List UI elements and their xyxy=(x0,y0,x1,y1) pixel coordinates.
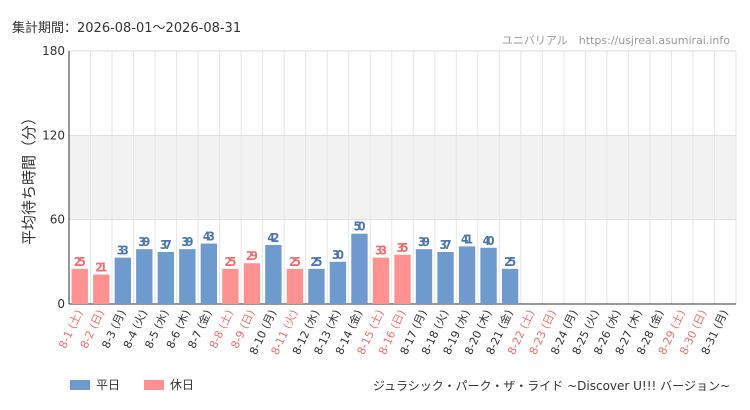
data-label: 25 xyxy=(289,255,301,269)
bar xyxy=(437,251,454,304)
attraction-name: ジュラシック・パーク・ザ・ライド ~Discover U!!! バージョン~ xyxy=(372,379,730,393)
bar xyxy=(93,274,110,304)
legend-item-weekday: 平日 xyxy=(70,376,120,393)
data-label: 21 xyxy=(95,260,107,274)
y-tick-label: 60 xyxy=(50,213,65,227)
holiday-swatch xyxy=(144,379,165,390)
data-label: 40 xyxy=(483,234,495,248)
data-label: 41 xyxy=(461,232,473,246)
bar xyxy=(179,249,196,304)
data-label: 33 xyxy=(117,244,129,258)
band-60-120 xyxy=(69,135,736,220)
data-label: 43 xyxy=(203,230,215,244)
bar xyxy=(157,251,174,304)
data-label: 37 xyxy=(440,238,452,252)
bar xyxy=(458,246,476,304)
data-label: 39 xyxy=(418,235,430,249)
bar xyxy=(329,261,347,304)
weekday-swatch xyxy=(70,379,90,390)
data-label: 33 xyxy=(375,244,387,258)
data-label: 25 xyxy=(224,255,236,269)
bar xyxy=(394,254,411,304)
bar xyxy=(480,247,497,304)
bar xyxy=(200,243,218,304)
data-label: 30 xyxy=(332,248,344,262)
data-label: 37 xyxy=(160,238,172,252)
data-label: 25 xyxy=(504,255,516,269)
data-label: 42 xyxy=(267,231,279,245)
y-tick-label: 0 xyxy=(57,297,65,311)
bar xyxy=(351,233,368,304)
legend-item-holiday: 休日 xyxy=(144,376,194,393)
bar xyxy=(222,268,239,304)
y-axis-title: 平均待ち時間（分） xyxy=(20,110,38,245)
data-label: 29 xyxy=(246,249,258,263)
data-label: 25 xyxy=(74,255,86,269)
bar xyxy=(415,249,433,304)
y-tick-label: 180 xyxy=(42,44,65,58)
period-label: 集計期間：2026-08-01～2026-08-31 xyxy=(12,21,242,36)
site-credit: ユニバリアル https://usjreal.asumirai.info xyxy=(501,34,730,47)
legend-label-holiday: 休日 xyxy=(170,378,195,392)
bar xyxy=(136,249,153,304)
data-label: 39 xyxy=(181,235,193,249)
data-label: 39 xyxy=(138,235,150,249)
y-tick-label: 120 xyxy=(42,128,65,142)
bar xyxy=(308,268,325,304)
bar xyxy=(114,257,131,304)
bar xyxy=(243,263,261,304)
data-label: 35 xyxy=(397,241,409,255)
data-label: 50 xyxy=(353,220,365,234)
legend-label-weekday: 平日 xyxy=(96,378,121,392)
bar xyxy=(265,244,282,304)
bar xyxy=(71,268,88,304)
bar xyxy=(372,257,390,304)
data-label: 25 xyxy=(310,255,322,269)
bar xyxy=(286,268,304,304)
legend: 平日 休日 xyxy=(70,376,194,393)
bar xyxy=(501,268,519,304)
